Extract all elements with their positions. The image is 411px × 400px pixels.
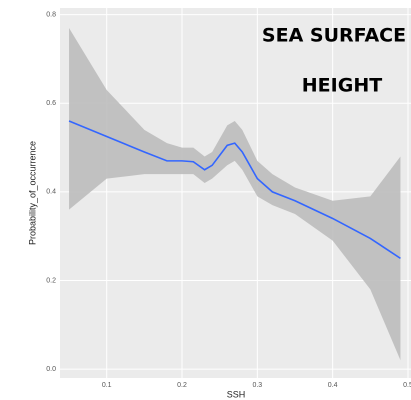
annotation: HEIGHT [302, 75, 382, 97]
x-tick-label: 0.3 [252, 382, 262, 389]
x-tick-label: 0.2 [177, 382, 187, 389]
y-tick-label: 0.8 [46, 11, 56, 18]
x-tick-label: 0.4 [328, 382, 338, 389]
fit-line [68, 120, 401, 260]
x-tick-label: 0.5 [403, 382, 411, 389]
y-tick-label: 0.0 [46, 366, 56, 373]
y-axis-title: Probability_of_occurrence [27, 141, 37, 245]
annotation: SEA SURFACE [262, 25, 406, 47]
x-axis-title: SSH [227, 389, 246, 399]
x-tick-label: 0.1 [102, 382, 112, 389]
y-tick-label: 0.6 [46, 100, 56, 107]
y-tick-label: 0.2 [46, 277, 56, 284]
plot-panel [60, 8, 411, 378]
y-tick-label: 0.4 [46, 189, 56, 196]
